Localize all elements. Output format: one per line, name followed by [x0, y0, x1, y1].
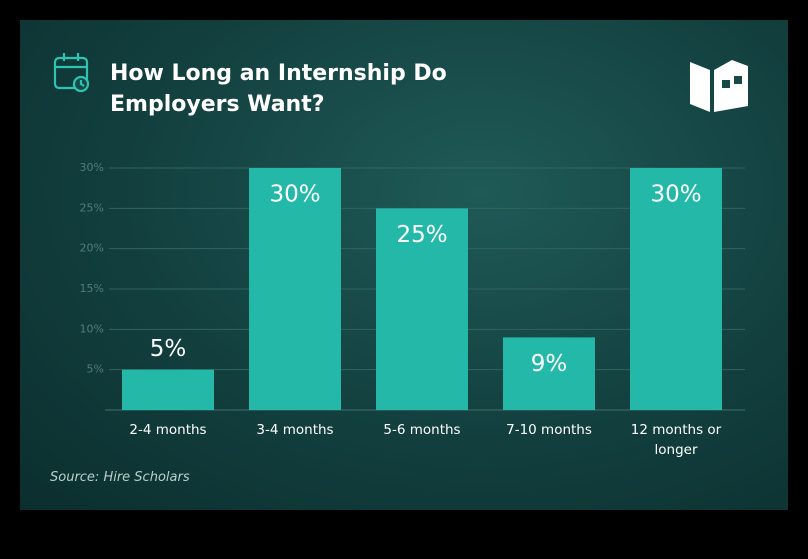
value-label: 5%: [150, 336, 187, 362]
x-tick-label: 2-4 months: [129, 422, 207, 438]
chart-title: How Long an Internship Do Employers Want…: [110, 61, 447, 117]
bar: [122, 369, 214, 410]
x-tick-label: 3-4 months: [256, 422, 334, 438]
y-tick-label: 5%: [87, 363, 104, 376]
y-tick-label: 15%: [80, 282, 104, 295]
x-tick-label: 7-10 months: [506, 422, 592, 438]
value-label: 30%: [269, 182, 320, 208]
x-tick-label: 5-6 months: [383, 422, 461, 438]
x-tick-label: 12 months or longer: [630, 422, 722, 458]
y-tick-label: 25%: [80, 201, 104, 214]
source-note: Source: Hire Scholars: [50, 470, 190, 485]
bar: [503, 337, 595, 410]
bar: [249, 168, 341, 410]
y-tick-label: 10%: [80, 322, 104, 335]
y-tick-label: 30%: [80, 161, 104, 174]
bar: [376, 208, 468, 410]
calendar-icon: [53, 53, 90, 93]
chart: 5% 10% 15% 20% 25% 30% 5% 30% 25% 9% 30%: [53, 53, 748, 411]
value-label: 25%: [396, 222, 447, 248]
logo: [690, 60, 748, 112]
value-label: 30%: [650, 182, 701, 208]
chart-panel: 5% 10% 15% 20% 25% 30% 5% 30% 25% 9% 30% How Long …: [20, 20, 788, 510]
y-tick-label: 20%: [80, 242, 104, 255]
value-label: 9%: [531, 351, 568, 377]
bar: [630, 168, 722, 410]
